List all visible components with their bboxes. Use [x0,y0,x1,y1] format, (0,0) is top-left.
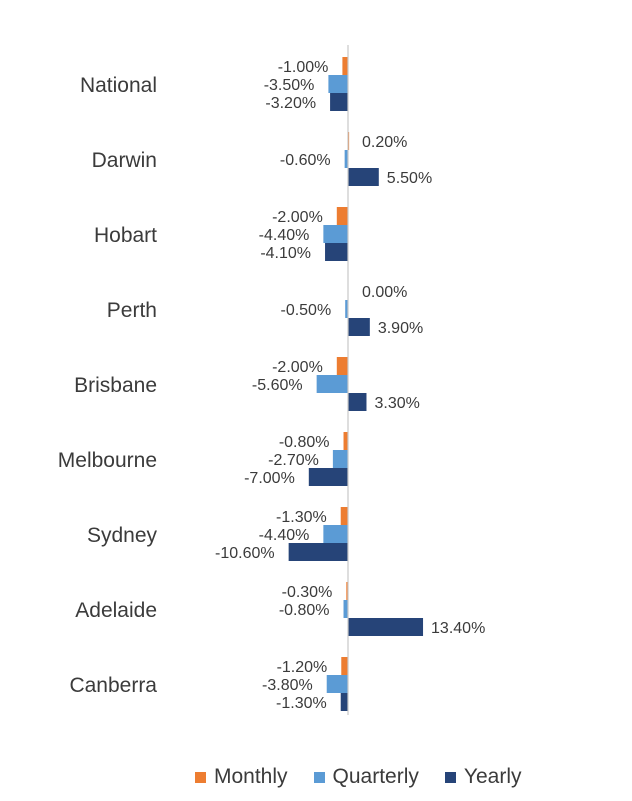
bar-chart: National -1.00%-3.50%-3.20% Darwin 0.20% -0.… [58,45,485,715]
data-label-quarterly-perth: -0.50% [280,302,331,319]
bar-yearly-brisbane [348,393,367,411]
bar-yearly-national [330,93,348,111]
data-label-quarterly-canberra: -3.80% [262,677,313,694]
bar-quarterly-brisbane [316,375,348,393]
data-label-monthly-national: -1.00% [278,59,329,76]
legend-label-quarterly: Quarterly [332,765,419,788]
bar-yearly-sydney [288,543,348,561]
data-label-monthly-perth: 0.00% [362,284,407,301]
data-label-quarterly-sydney: -4.40% [259,527,310,544]
bar-yearly-hobart [325,243,348,261]
data-label-monthly-brisbane: -2.00% [272,359,323,376]
legend-swatch-quarterly [313,771,325,783]
bar-quarterly-melbourne [332,450,348,468]
data-label-yearly-perth: 3.90% [378,320,423,337]
bar-monthly-brisbane [336,357,348,375]
bar-quarterly-darwin [344,150,348,168]
data-label-quarterly-hobart: -4.40% [259,227,310,244]
bar-monthly-sydney [340,507,348,525]
data-label-monthly-hobart: -2.00% [272,209,323,226]
data-label-yearly-melbourne: -7.00% [244,470,295,487]
legend-swatch-monthly [195,771,206,783]
bar-monthly-national [342,57,348,75]
legend-item-monthly: Monthly [195,765,288,789]
data-label-quarterly-brisbane: -5.60% [252,377,303,394]
data-label-monthly-sydney: -1.30% [276,509,327,526]
data-label-yearly-national: -3.20% [265,95,316,112]
bar-yearly-darwin [348,168,379,186]
bar-monthly-hobart [336,207,348,225]
category-label-adelaide: Adelaide [75,599,157,622]
bar-yearly-melbourne [308,468,348,486]
bar-monthly-canberra [341,657,348,675]
category-label-melbourne: Melbourne [58,449,157,472]
legend-label-monthly: Monthly [214,765,288,788]
bar-yearly-perth [348,318,370,336]
data-label-quarterly-darwin: -0.60% [280,152,331,169]
bar-quarterly-adelaide [343,600,348,618]
data-label-yearly-adelaide: 13.40% [431,620,485,637]
category-label-national: National [80,74,157,97]
category-label-brisbane: Brisbane [74,374,157,397]
category-label-hobart: Hobart [94,224,157,247]
legend-item-yearly: Yearly [444,765,522,789]
data-label-quarterly-national: -3.50% [264,77,315,94]
legend-label-yearly: Yearly [463,765,522,788]
bar-yearly-canberra [340,693,348,711]
data-label-yearly-sydney: -10.60% [215,545,275,562]
bar-monthly-adelaide [346,582,348,600]
data-label-monthly-adelaide: -0.30% [282,584,333,601]
category-label-canberra: Canberra [69,674,157,697]
data-label-yearly-brisbane: 3.30% [374,395,419,412]
data-label-yearly-darwin: 5.50% [387,170,432,187]
legend: Monthly Quarterly Yearly [195,764,522,790]
bar-quarterly-canberra [326,675,348,693]
legend-item-quarterly: Quarterly [313,765,419,789]
data-label-monthly-melbourne: -0.80% [279,434,330,451]
category-label-sydney: Sydney [87,524,158,547]
bar-quarterly-hobart [323,225,348,243]
data-label-monthly-darwin: 0.20% [362,134,407,151]
bar-quarterly-national [328,75,348,93]
data-label-yearly-hobart: -4.10% [260,245,311,262]
category-label-perth: Perth [107,299,157,322]
category-label-darwin: Darwin [92,149,157,172]
bar-quarterly-perth [345,300,348,318]
bar-monthly-melbourne [343,432,348,450]
data-label-quarterly-adelaide: -0.80% [279,602,330,619]
legend-swatch-yearly [444,771,456,783]
data-label-yearly-canberra: -1.30% [276,695,327,712]
bar-quarterly-sydney [323,525,348,543]
bar-yearly-adelaide [348,618,424,636]
data-label-monthly-canberra: -1.20% [277,659,328,676]
data-label-quarterly-melbourne: -2.70% [268,452,319,469]
